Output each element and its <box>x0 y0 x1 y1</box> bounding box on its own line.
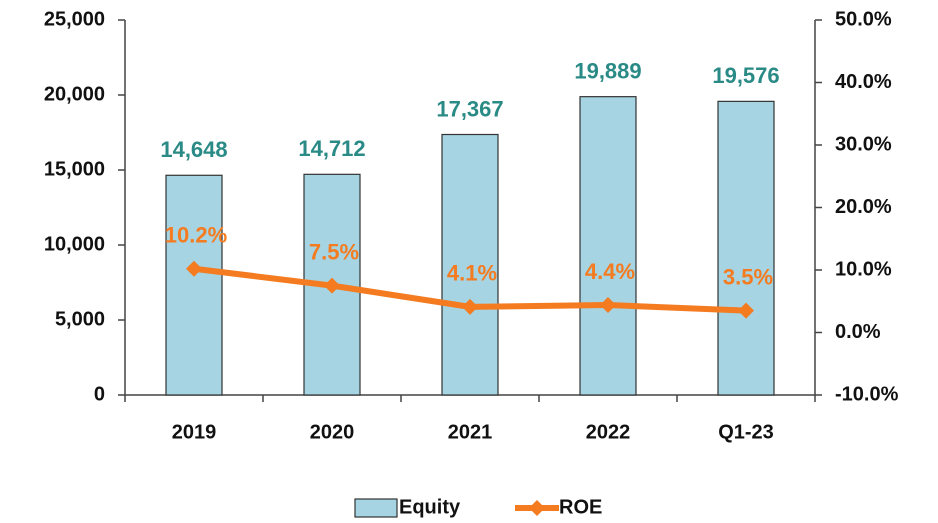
bar-label: 14,648 <box>160 137 227 162</box>
y2-tick-label: -10.0% <box>835 383 899 405</box>
y2-tick-label: 30.0% <box>835 133 892 155</box>
bar-label: 19,576 <box>712 63 779 88</box>
roe-marker <box>186 260 202 277</box>
roe-label: 4.1% <box>447 261 497 286</box>
y2-tick-label: 10.0% <box>835 258 892 280</box>
bar-label: 17,367 <box>436 96 503 121</box>
roe-label: 7.5% <box>309 239 359 264</box>
x-tick-label: 2020 <box>310 421 355 443</box>
x-tick-label: 2022 <box>586 421 631 443</box>
y-tick-label: 20,000 <box>44 83 105 105</box>
legend-label: Equity <box>399 496 461 518</box>
bar <box>579 96 637 396</box>
y-tick-label: 15,000 <box>44 158 105 180</box>
roe-marker <box>462 298 478 315</box>
y-tick-label: 25,000 <box>44 8 105 30</box>
y-tick-label: 5,000 <box>55 308 105 330</box>
bar <box>441 133 499 396</box>
roe-marker <box>324 277 340 294</box>
roe-label: 10.2% <box>165 223 227 248</box>
roe-label: 3.5% <box>723 264 773 289</box>
roe-marker <box>600 297 616 313</box>
roe-label: 4.4% <box>585 259 635 284</box>
x-tick-label: Q1-23 <box>718 421 774 443</box>
bar-label: 19,889 <box>574 58 641 83</box>
y-tick-label: 0 <box>94 383 105 405</box>
y2-tick-label: 40.0% <box>835 71 892 93</box>
x-tick-label: 2019 <box>172 421 217 443</box>
legend-label: ROE <box>559 496 602 518</box>
roe-marker <box>738 302 754 319</box>
bar <box>165 174 223 396</box>
x-tick-label: 2021 <box>448 421 493 443</box>
bar <box>717 100 775 396</box>
y2-tick-label: 50.0% <box>835 8 892 30</box>
bar-label: 14,712 <box>298 136 365 161</box>
legend-swatch <box>354 498 398 518</box>
legend-marker <box>529 500 545 516</box>
y-tick-label: 10,000 <box>44 233 105 255</box>
y2-tick-label: 20.0% <box>835 196 892 218</box>
y2-tick-label: 0.0% <box>835 321 881 343</box>
